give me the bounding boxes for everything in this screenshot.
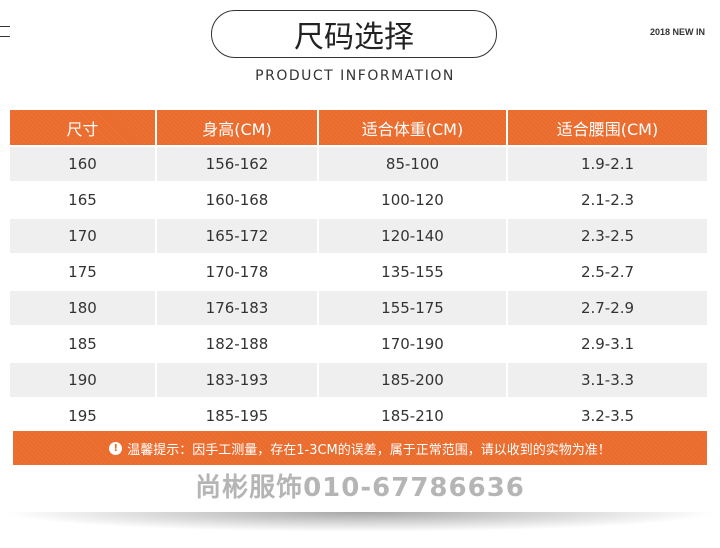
table-row: 185 182-188 170-190 2.9-3.1 (10, 327, 707, 361)
table-row: 170 165-172 120-140 2.3-2.5 (10, 219, 707, 253)
table-cell: 170-178 (205, 263, 269, 281)
decorative-lines (0, 26, 10, 37)
size-table: 尺寸 身高(CM) 适合体重(CM) 适合腰围(CM) 160 156-162 85… (10, 110, 707, 435)
table-row: 160 156-162 85-100 1.9-2.1 (10, 147, 707, 181)
table-cell: 183-193 (157, 363, 317, 397)
table-cell: 176-183 (157, 291, 317, 325)
table-cell: 160-168 (205, 191, 269, 209)
table-cell: 135-155 (381, 263, 444, 281)
table-cell: 1.9-2.1 (508, 147, 707, 181)
column-header: 适合腰围(CM) (508, 110, 707, 145)
table-cell: 175 (68, 263, 97, 281)
table-cell: 2.9-3.1 (580, 335, 635, 353)
table-cell: 165 (68, 191, 97, 209)
table-cell: 165-172 (157, 219, 317, 253)
table-cell: 3.2-3.5 (580, 407, 635, 425)
table-cell: 2.7-2.9 (508, 291, 707, 325)
table-cell: 2.5-2.7 (580, 263, 635, 281)
table-cell: 2.1-2.3 (580, 191, 635, 209)
exclamation-circle-icon: ! (109, 441, 123, 455)
new-in-tag: 2018 NEW IN (649, 27, 705, 37)
notice-bar: ! 温馨提示：因手工测量，存在1-3CM的误差，属于正常范围，请以收到的实物为准… (13, 431, 707, 465)
shadow-divider (0, 512, 720, 532)
table-cell: 195 (68, 407, 97, 425)
page-title: 尺码选择 (211, 10, 497, 58)
table-row: 175 170-178 135-155 2.5-2.7 (10, 255, 707, 289)
table-cell: 170 (10, 219, 155, 253)
table-cell: 182-188 (205, 335, 269, 353)
column-header: 身高(CM) (157, 110, 317, 145)
table-cell: 180 (10, 291, 155, 325)
table-cell: 156-162 (157, 147, 317, 181)
table-cell: 185-210 (381, 407, 444, 425)
notice-text: 温馨提示：因手工测量，存在1-3CM的误差，属于正常范围，请以收到的实物为准！ (127, 442, 611, 458)
table-cell: 3.1-3.3 (508, 363, 707, 397)
table-header: 尺寸 身高(CM) 适合体重(CM) 适合腰围(CM) (10, 110, 707, 145)
table-cell: 185-195 (205, 407, 269, 425)
table-cell: 185-200 (319, 363, 506, 397)
title-text: 尺码选择 (294, 20, 414, 55)
table-cell: 190 (10, 363, 155, 397)
table-row: 195 185-195 185-210 3.2-3.5 (10, 399, 707, 433)
table-row: 165 160-168 100-120 2.1-2.3 (10, 183, 707, 217)
table-cell: 120-140 (319, 219, 506, 253)
table-cell: 170-190 (381, 335, 444, 353)
table-cell: 185 (68, 335, 97, 353)
table-cell: 100-120 (381, 191, 444, 209)
table-cell: 160 (10, 147, 155, 181)
subtitle: PRODUCT INFORMATION (255, 68, 455, 84)
table-cell: 2.3-2.5 (508, 219, 707, 253)
column-header: 尺寸 (10, 110, 155, 145)
column-header: 适合体重(CM) (319, 110, 506, 145)
table-cell: 85-100 (319, 147, 506, 181)
table-row: 190 183-193 185-200 3.1-3.3 (10, 363, 707, 397)
watermark: 尚彬服饰010-67786636 (195, 473, 525, 503)
table-row: 180 176-183 155-175 2.7-2.9 (10, 291, 707, 325)
table-cell: 155-175 (319, 291, 506, 325)
